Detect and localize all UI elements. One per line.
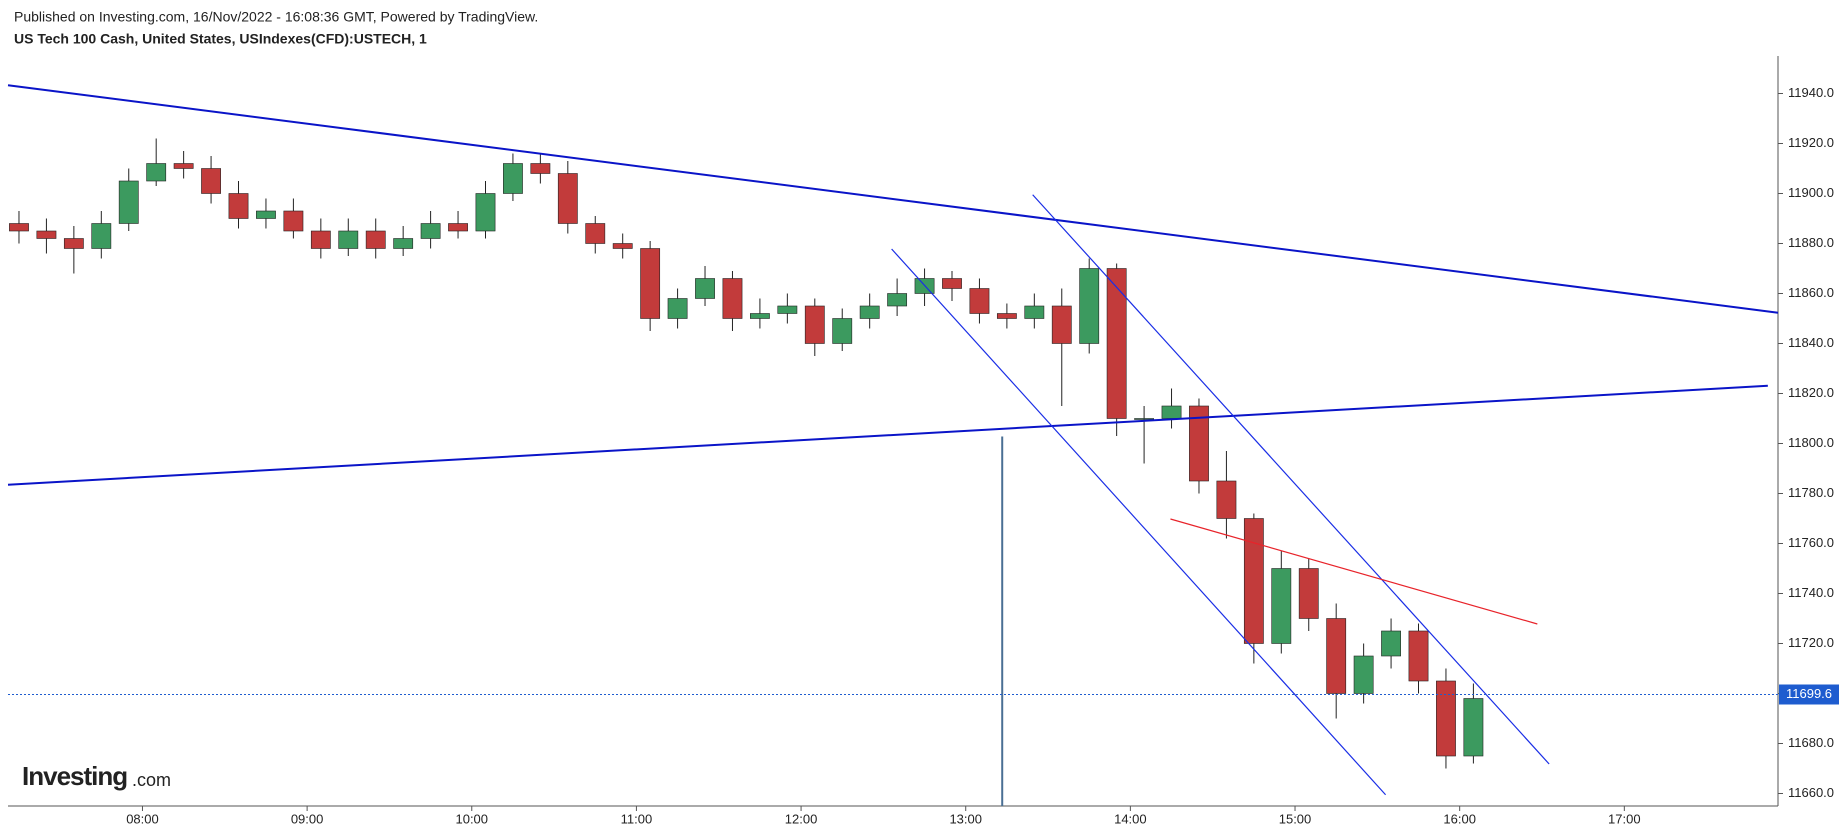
- y-tick-label: 11940.0: [1788, 85, 1834, 100]
- chart-title: US Tech 100 Cash, United States, USIndex…: [14, 31, 427, 47]
- candle-body: [804, 305, 825, 344]
- candle-body: [1326, 618, 1347, 694]
- candle-body: [887, 293, 908, 307]
- y-tick-label: 11900.0: [1788, 185, 1834, 200]
- logo: Investing: [22, 761, 127, 791]
- trend-line: [891, 248, 1387, 796]
- candle-body: [667, 298, 688, 319]
- candle-body: [310, 230, 331, 249]
- trend-line: [1170, 518, 1538, 625]
- candle-body: [1051, 305, 1072, 344]
- candle-body: [1243, 518, 1264, 644]
- y-tick-label: 11780.0: [1788, 485, 1834, 500]
- candle-body: [777, 305, 798, 314]
- y-tick-label: 11880.0: [1788, 235, 1834, 250]
- x-tick-label: 17:00: [1608, 811, 1641, 826]
- candle-body: [146, 163, 167, 182]
- x-tick-label: 14:00: [1114, 811, 1147, 826]
- y-tick-label: 11800.0: [1788, 435, 1834, 450]
- candle-body: [832, 318, 853, 344]
- candle-body: [503, 163, 523, 194]
- last-price-label: 11699.6: [1786, 686, 1832, 701]
- candle-body: [1106, 268, 1127, 419]
- candle-body: [365, 230, 386, 249]
- candle-body: [1408, 630, 1429, 682]
- candle-body: [557, 173, 578, 224]
- candle-body: [448, 223, 468, 232]
- candle-body: [969, 288, 990, 314]
- candle-body: [420, 223, 441, 239]
- trend-line: [7, 384, 1768, 486]
- candle-body: [256, 210, 276, 219]
- candle-body: [750, 313, 770, 319]
- y-tick-label: 11840.0: [1788, 335, 1834, 350]
- y-tick-label: 11920.0: [1788, 135, 1834, 150]
- candle-body: [640, 248, 661, 319]
- y-tick-label: 11860.0: [1788, 285, 1834, 300]
- candle-body: [1024, 305, 1045, 319]
- candle-body: [1353, 655, 1374, 694]
- candle-body: [1216, 480, 1237, 519]
- candle-body: [63, 238, 84, 249]
- x-tick-label: 10:00: [455, 811, 488, 826]
- trend-line: [1032, 194, 1550, 765]
- candle-body: [942, 278, 962, 289]
- x-tick-label: 16:00: [1443, 811, 1476, 826]
- x-tick-label: 12:00: [785, 811, 818, 826]
- candle-body: [859, 305, 880, 319]
- x-tick-label: 08:00: [126, 811, 159, 826]
- candle-body: [585, 223, 606, 244]
- candle-body: [1463, 698, 1484, 757]
- trend-line: [7, 84, 1779, 314]
- candle-body: [173, 163, 194, 169]
- candle-body: [1161, 405, 1182, 419]
- source-note: Published on Investing.com, 16/Nov/2022 …: [14, 9, 538, 25]
- x-tick-label: 11:00: [621, 811, 653, 826]
- y-tick-label: 11740.0: [1788, 585, 1834, 600]
- candle-body: [1298, 568, 1319, 619]
- x-tick-label: 13:00: [949, 811, 982, 826]
- candle-body: [338, 230, 359, 249]
- y-tick-label: 11760.0: [1788, 535, 1834, 550]
- y-tick-label: 11660.0: [1788, 785, 1834, 800]
- candle-body: [1381, 630, 1401, 657]
- candle-body: [393, 238, 414, 249]
- x-tick-label: 15:00: [1279, 811, 1312, 826]
- candle-body: [530, 163, 551, 174]
- y-tick-label: 11720.0: [1788, 635, 1834, 650]
- candle-body: [1189, 405, 1209, 482]
- y-tick-label: 11820.0: [1788, 385, 1834, 400]
- candle-body: [9, 223, 29, 232]
- candle-body: [228, 193, 249, 219]
- candle-body: [1271, 568, 1292, 644]
- candle-body: [996, 313, 1017, 319]
- candle-body: [475, 193, 496, 232]
- candle-body: [1079, 268, 1100, 344]
- candle-body: [695, 278, 715, 299]
- last-price-box: [1779, 684, 1839, 705]
- candle-body: [1134, 418, 1154, 420]
- y-tick-label: 11680.0: [1788, 735, 1834, 750]
- x-tick-label: 09:00: [291, 811, 324, 826]
- candle-body: [612, 243, 633, 249]
- candle-body: [118, 180, 139, 224]
- candle-body: [36, 230, 57, 239]
- candle-body: [283, 210, 304, 232]
- candle-body: [91, 223, 112, 249]
- candle-body: [1436, 680, 1456, 757]
- candle-body: [201, 168, 221, 194]
- candle-body: [722, 278, 743, 319]
- logo-suffix: .com: [132, 770, 171, 790]
